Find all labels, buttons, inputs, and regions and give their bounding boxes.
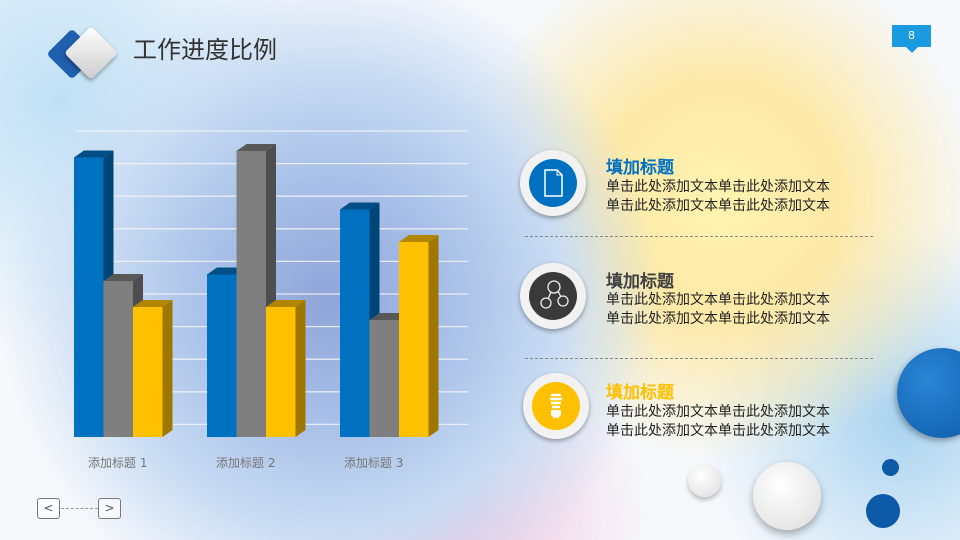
bar	[207, 274, 237, 437]
item-text: 单击此处添加文本单击此处添加文本	[606, 404, 830, 420]
bar-top	[340, 202, 380, 210]
document-icon	[529, 159, 577, 207]
bar-top	[399, 235, 439, 242]
decor-circle	[882, 459, 899, 476]
decor-circle	[866, 494, 900, 528]
decor-circle	[897, 348, 960, 438]
list-item: 填加标题 单击此处添加文本单击此处添加文本 单击此处添加文本单击此处添加文本	[520, 150, 880, 223]
nav-divider	[61, 508, 98, 509]
page-title: 工作进度比例	[133, 36, 277, 64]
bar-side	[295, 300, 306, 437]
bar	[399, 242, 429, 437]
list-item: 填加标题 单击此处添加文本单击此处添加文本 单击此处添加文本单击此处添加文本	[520, 373, 880, 448]
item-title: 填加标题	[606, 383, 674, 403]
bar	[266, 307, 296, 437]
decor-circle	[688, 464, 721, 497]
divider	[525, 358, 873, 359]
bar-side	[428, 235, 439, 437]
bar	[74, 157, 104, 437]
bar-top	[74, 150, 114, 158]
bar-top	[103, 274, 143, 281]
bar	[103, 281, 133, 437]
item-text: 单击此处添加文本单击此处添加文本	[606, 179, 830, 195]
item-text: 单击此处添加文本单击此处添加文本	[606, 423, 830, 439]
item-text: 单击此处添加文本单击此处添加文本	[606, 292, 830, 308]
bar-side	[162, 300, 173, 437]
item-title: 填加标题	[606, 158, 674, 178]
bar-top	[236, 144, 276, 151]
divider	[525, 236, 873, 237]
item-text: 单击此处添加文本单击此处添加文本	[606, 198, 830, 214]
bar	[340, 209, 370, 437]
list-item: 填加标题 单击此处添加文本单击此处添加文本 单击此处添加文本单击此处添加文本	[520, 263, 880, 337]
bar-chart	[74, 130, 468, 437]
page-number-badge: 8	[892, 25, 931, 53]
bar-top	[133, 300, 173, 307]
x-tick-label: 添加标题 1	[88, 456, 148, 470]
bar	[133, 307, 163, 437]
prev-button[interactable]: <	[37, 498, 60, 519]
decor-circle	[753, 462, 821, 530]
x-tick-label: 添加标题 3	[344, 456, 404, 470]
item-title: 填加标题	[606, 272, 674, 292]
lightbulb-icon	[532, 382, 580, 430]
bar	[236, 151, 266, 437]
x-tick-label: 添加标题 2	[216, 456, 276, 470]
bar-top	[266, 300, 306, 307]
share-nodes-icon	[529, 272, 577, 320]
bar	[369, 320, 399, 437]
item-text: 单击此处添加文本单击此处添加文本	[606, 311, 830, 327]
next-button[interactable]: >	[98, 498, 121, 519]
